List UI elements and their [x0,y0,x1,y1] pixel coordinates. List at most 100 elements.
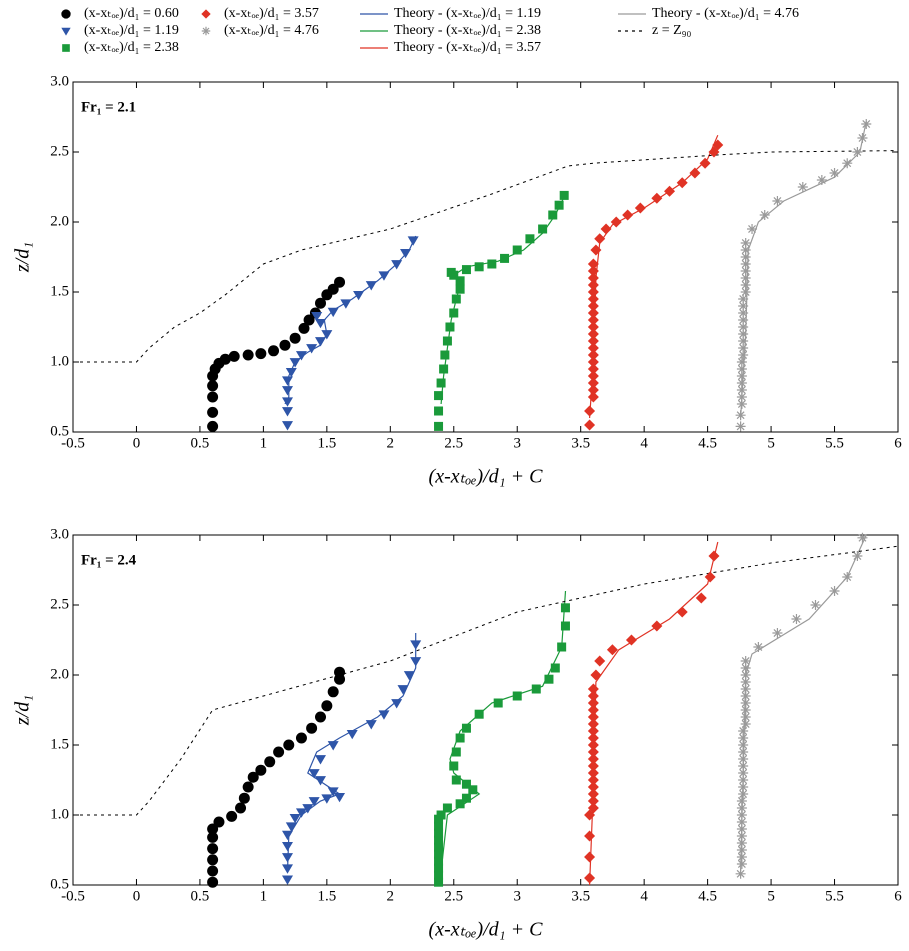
x-tick-label: -0.5 [61,888,85,904]
marker-diamond [587,711,599,723]
y-tick-label: 2.0 [50,213,69,229]
x-axis-label: (x-xₜₒₑ)/d₁ + C [429,466,544,488]
theory-line [286,633,417,872]
marker-circle [207,420,219,432]
marker-star [740,670,751,680]
marker-star [736,371,747,381]
marker-star [736,810,747,820]
marker-triangle [285,367,297,378]
marker-star [740,245,751,255]
marker-square [451,747,461,757]
marker-diamond [695,592,707,604]
marker-star [738,782,749,792]
marker-star [736,859,747,869]
marker-square [531,684,541,694]
marker-triangle [365,281,377,291]
marker-triangle [315,337,326,347]
marker-star [738,308,749,318]
marker-star [738,329,749,339]
marker-triangle [327,787,339,797]
marker-square [559,190,569,200]
annotation: Fr₁ = 2.4 [81,552,137,568]
marker-triangle [306,344,318,354]
x-tick-label: 2 [387,435,395,451]
marker-diamond [587,739,599,751]
marker-diamond [584,872,596,884]
marker-triangle [282,397,293,407]
marker-diamond [587,760,599,772]
marker-diamond [676,606,688,618]
marker-diamond [676,177,688,189]
plot-frame [72,81,899,433]
marker-triangle [282,841,293,852]
marker-star [736,803,747,813]
marker-star [861,119,872,129]
marker-diamond [590,669,602,681]
marker-square [434,821,444,831]
marker-triangle [282,376,293,386]
marker-triangle [391,699,403,709]
marker-diamond [651,620,663,632]
marker-square [442,803,452,813]
marker-diamond [587,265,599,277]
x-tick-label: 1 [260,435,268,451]
marker-star [738,747,749,757]
marker-square [434,877,444,887]
z90-line [73,150,899,363]
marker-square [487,259,497,269]
marker-diamond [587,690,599,702]
marker-circle [273,746,285,758]
marker-star [740,266,751,276]
marker-star [738,294,749,304]
marker-square [434,849,444,859]
marker-star [857,133,868,143]
marker-diamond [587,697,599,709]
marker-diamond [587,746,599,758]
marker-square [445,322,455,332]
x-tick-label: 3.5 [571,888,590,904]
marker-square [554,200,564,210]
marker-diamond [606,644,618,656]
marker-star [740,719,751,729]
marker-star [740,698,751,708]
legend-label: (x-xₜₒₑ)/d₁ = 1.19 [84,23,179,38]
marker-triangle [321,330,333,340]
marker-circle [315,711,326,723]
x-tick-label: 6 [894,888,902,904]
marker-circle [207,854,219,866]
marker-diamond [584,830,596,842]
legend-label: Theory - (x-xₜₒₑ)/d₁ = 3.57 [394,40,541,55]
marker-circle [207,876,219,888]
marker-diamond [622,209,634,221]
marker-star [735,410,746,421]
marker-square [455,276,465,286]
x-tick-label: 5.5 [825,888,844,904]
x-tick-label: 2 [387,888,395,904]
marker-star [738,775,749,785]
marker-circle [219,353,231,365]
marker-circle [238,792,250,804]
x-tick-label: 5 [767,435,775,451]
marker-star [857,532,868,543]
marker-diamond [594,655,606,667]
marker-square [493,698,503,708]
marker-diamond [587,753,599,765]
annotation: Fr₁ = 2.1 [81,99,136,115]
marker-triangle [308,797,320,807]
x-tick-label: 0 [133,888,141,904]
marker-circle [61,9,71,19]
marker-diamond [587,356,599,368]
marker-diamond [587,335,599,347]
marker-star [740,705,751,715]
x-tick-label: -0.5 [61,435,85,451]
y-tick-label: 2.5 [50,143,69,159]
marker-diamond [625,634,637,646]
marker-circle [255,348,267,360]
marker-star [736,824,747,834]
y-tick-label: 1.0 [50,806,69,822]
marker-square [560,603,570,613]
marker-star [740,656,751,666]
marker-diamond [587,363,599,375]
legend-label: Theory - (x-xₜₒₑ)/d₁ = 4.76 [652,6,799,21]
marker-circle [264,756,276,768]
